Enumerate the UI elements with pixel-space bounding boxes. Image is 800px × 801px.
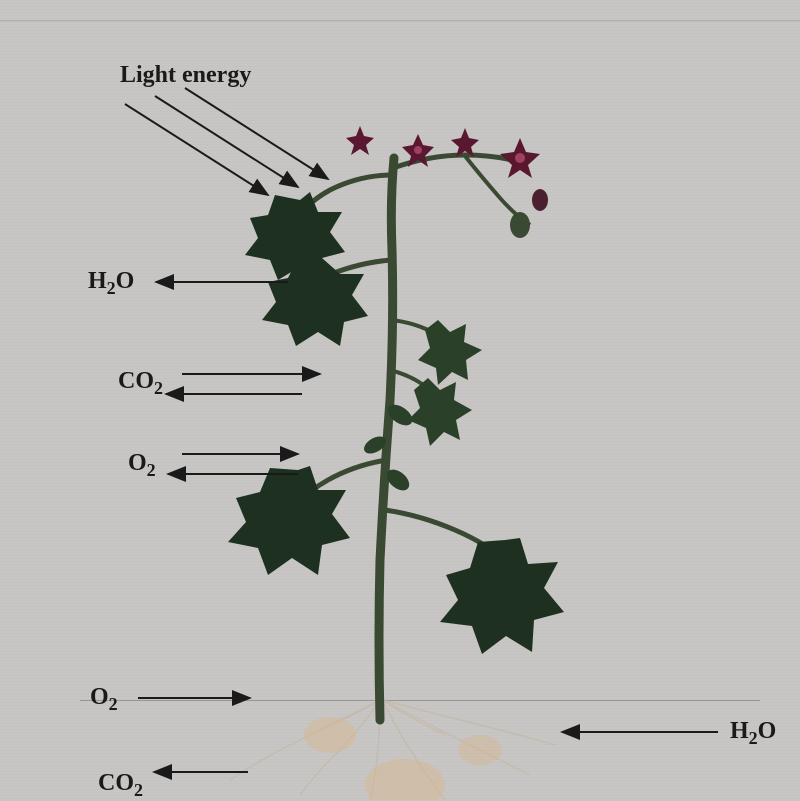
o2-mid-text: O2 bbox=[128, 450, 156, 476]
arrow-light-1 bbox=[125, 104, 268, 195]
leaf-cluster-lower-left bbox=[228, 466, 350, 575]
label-o2-root: O2 bbox=[90, 684, 118, 715]
h2o-leaf-text: H2O bbox=[88, 268, 134, 294]
label-h2o-root: H2O bbox=[730, 718, 776, 749]
leaf-mid-right-2 bbox=[408, 378, 472, 446]
o2-root-text: O2 bbox=[90, 684, 118, 710]
co2-root-text: CO2 bbox=[98, 770, 143, 796]
flower-bud-2 bbox=[510, 212, 530, 238]
label-co2-mid: CO2 bbox=[118, 368, 163, 399]
tuber-1 bbox=[304, 717, 356, 753]
flower-bud-1 bbox=[532, 189, 548, 211]
label-o2-mid: O2 bbox=[128, 450, 156, 481]
photosynthesis-diagram: Light energy H2O CO2 O2 O2 H2O CO2 bbox=[0, 0, 800, 800]
label-co2-root: CO2 bbox=[98, 770, 143, 801]
flower-4 bbox=[500, 138, 540, 178]
arrows-group bbox=[125, 88, 718, 772]
arrow-light-3 bbox=[185, 88, 328, 179]
flower-1 bbox=[346, 126, 374, 155]
arrow-light-2 bbox=[155, 96, 298, 187]
leaf-cluster-lower-right bbox=[440, 538, 564, 654]
tuber-3 bbox=[458, 735, 502, 765]
leaf-mid-right-1 bbox=[418, 320, 482, 385]
h2o-root-text: H2O bbox=[730, 718, 776, 744]
label-light-energy: Light energy bbox=[120, 62, 251, 89]
plant-svg bbox=[0, 0, 800, 800]
co2-mid-text: CO2 bbox=[118, 368, 163, 394]
label-h2o-leaf: H2O bbox=[88, 268, 134, 299]
